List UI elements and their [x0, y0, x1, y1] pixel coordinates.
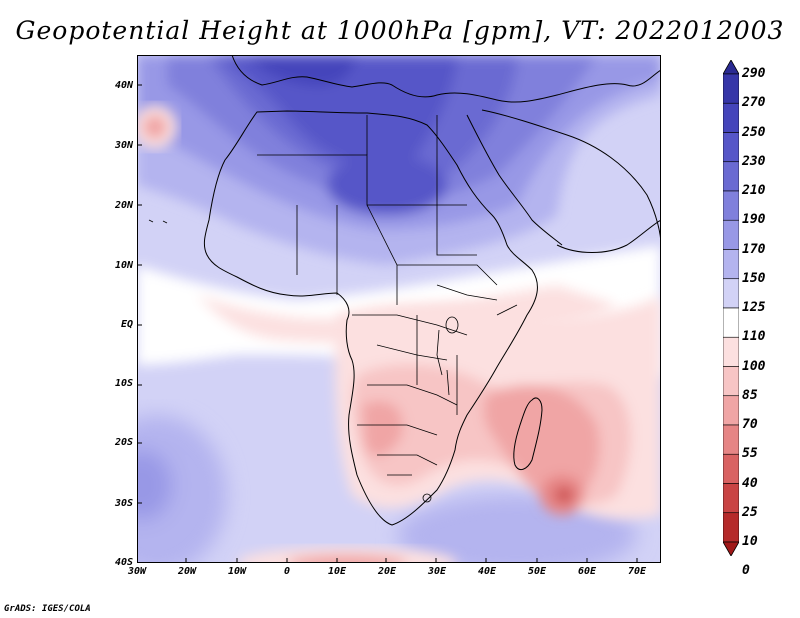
lat-label: 30S — [114, 498, 133, 509]
lon-label: 60E — [577, 566, 597, 577]
lat-label: 40N — [114, 80, 133, 91]
colorbar-label: 150 — [742, 270, 766, 286]
colorbar-segment — [723, 366, 739, 397]
plot-frame — [137, 55, 661, 563]
colorbar-segment — [723, 336, 739, 367]
arabia-south — [556, 219, 661, 253]
lon-label: 40E — [477, 566, 497, 577]
lon-label: 20W — [177, 566, 197, 577]
colorbar-segment — [723, 483, 739, 514]
colorbar-label: 70 — [742, 417, 758, 432]
colorbar-label: 170 — [742, 241, 766, 257]
colorbar-bottom-arrow — [723, 541, 739, 556]
colorbar-segment — [723, 249, 739, 280]
europe-coast — [231, 55, 661, 103]
colorbar-label: 290 — [742, 66, 766, 81]
africa-coast — [203, 110, 538, 526]
low-pressure-south — [335, 295, 661, 519]
colorbar-label: 110 — [742, 329, 766, 345]
colorbar-segment — [723, 424, 739, 455]
lon-label: 10E — [327, 566, 347, 577]
lon-label: 10W — [227, 566, 247, 577]
colorbar-segment — [723, 161, 739, 192]
cape-low — [237, 547, 457, 563]
colorbar-segment — [723, 132, 739, 163]
lon-label: 30E — [427, 566, 447, 577]
colorbar-label: 125 — [742, 300, 766, 315]
high-pressure-south — [137, 415, 637, 563]
colorbar — [723, 60, 739, 556]
map-plot — [137, 55, 661, 563]
footer-credit: GrADS: IGES/COLA — [4, 604, 91, 614]
colorbar-segment — [723, 278, 739, 309]
lon-label: 20E — [377, 566, 397, 577]
lat-label: 30N — [114, 140, 133, 151]
colorbar-label: 25 — [742, 504, 758, 520]
colorbar-label: 100 — [742, 358, 766, 374]
colorbar-segment — [723, 453, 739, 484]
colorbar-segment — [723, 512, 739, 543]
colorbar-label: 210 — [742, 183, 766, 198]
lon-label: 50E — [527, 566, 547, 577]
colorbar-label: 230 — [742, 153, 766, 169]
colorbar-segment — [723, 190, 739, 221]
colorbar-label: 55 — [742, 446, 758, 462]
lat-label: 20N — [114, 200, 133, 211]
colorbar-top-arrow — [723, 60, 739, 75]
lat-label: 10N — [114, 260, 133, 271]
lon-label: 0 — [283, 566, 291, 577]
red-sea — [466, 114, 563, 246]
colorbar-label: 190 — [742, 212, 766, 228]
coastlines — [203, 55, 661, 526]
lon-label: 70E — [627, 566, 647, 577]
azores-high — [137, 105, 177, 149]
colorbar-segment — [723, 219, 739, 250]
colorbar-segment — [723, 102, 739, 133]
lakes — [148, 219, 459, 503]
arabia-coast — [481, 109, 661, 246]
colorbar-label: 250 — [742, 124, 766, 140]
lat-label: 20S — [114, 437, 133, 448]
colorbar-label: 10 — [742, 534, 758, 549]
lon-label: 30W — [127, 566, 147, 577]
lat-label: EQ — [120, 319, 133, 330]
plot-title: Geopotential Height at 1000hPa [gpm], VT… — [15, 16, 785, 45]
colorbar-segment — [723, 73, 739, 104]
country-borders — [257, 115, 518, 476]
colorbar-segment — [723, 307, 739, 338]
lat-label: 10S — [114, 378, 133, 389]
lat-label: 40S — [114, 557, 133, 568]
colorbar-label: 85 — [742, 387, 758, 403]
colorbar-segment — [723, 395, 739, 426]
high-pressure-north — [137, 55, 661, 265]
colorbar-label: 270 — [742, 95, 766, 111]
madagascar-coast — [513, 397, 543, 471]
colorbar-label: 0 — [742, 563, 750, 579]
colorbar-label: 40 — [742, 475, 758, 491]
